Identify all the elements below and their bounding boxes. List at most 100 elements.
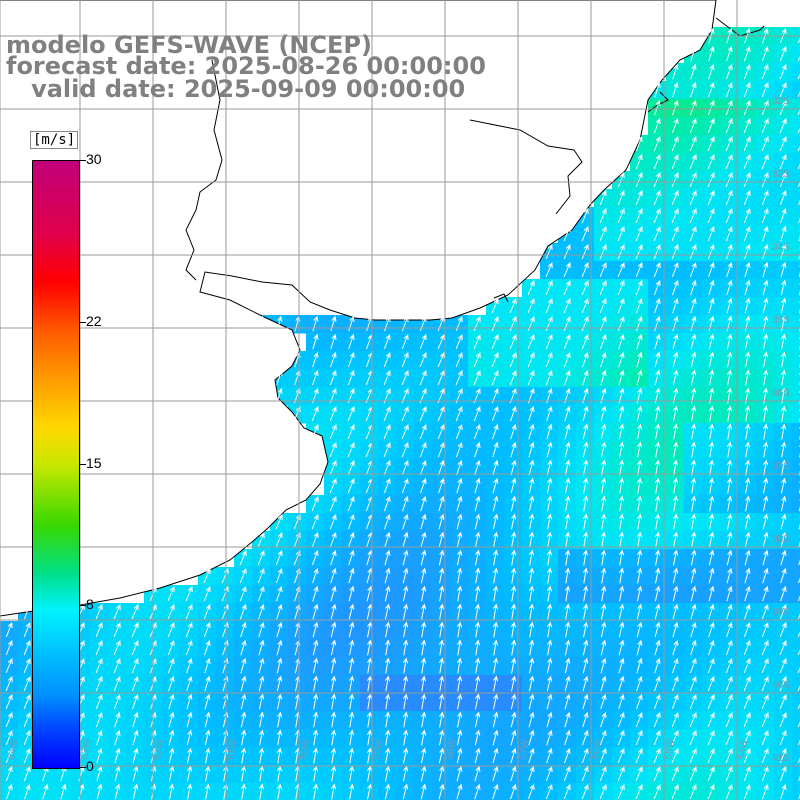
- wind-arrow: [563, 225, 571, 242]
- wind-arrow: [492, 639, 499, 656]
- wind-arrow: [709, 513, 715, 530]
- wind-arrow: [258, 621, 265, 638]
- wind-arrow: [221, 603, 229, 620]
- wind-arrow: [618, 369, 625, 386]
- wind-arrow: [708, 441, 715, 458]
- wind-arrow: [600, 405, 607, 422]
- wind-arrow: [275, 514, 283, 530]
- wind-arrow: [617, 784, 625, 800]
- wind-arrow: [258, 639, 265, 656]
- wind-arrow: [672, 441, 679, 458]
- wind-arrow: [132, 747, 139, 764]
- wind-arrow: [168, 693, 175, 710]
- wind-arrow: [582, 513, 589, 530]
- wind-arrow: [761, 154, 769, 170]
- wind-arrow: [419, 406, 427, 422]
- wind-arrow: [743, 172, 751, 188]
- wind-arrow: [276, 675, 283, 692]
- wind-arrow: [167, 657, 175, 674]
- wind-arrow: [797, 139, 800, 152]
- wind-arrow: [312, 315, 319, 332]
- wind-arrow: [654, 333, 661, 350]
- wind-arrow: [312, 711, 319, 728]
- wind-arrow: [636, 513, 643, 530]
- wind-arrow: [438, 693, 445, 710]
- wind-arrow: [689, 225, 697, 242]
- wind-arrow: [330, 783, 337, 800]
- wind-arrow: [581, 226, 589, 242]
- wind-arrow: [564, 459, 571, 476]
- wind-arrow: [743, 694, 751, 710]
- wind-arrow: [797, 67, 800, 80]
- wind-arrow: [762, 459, 769, 476]
- wind-arrow: [582, 423, 589, 440]
- wind-arrow: [204, 693, 211, 710]
- wind-arrow: [276, 711, 283, 728]
- wind-arrow: [780, 585, 787, 602]
- wind-arrow: [671, 784, 679, 800]
- speed-cell: [792, 225, 800, 244]
- wind-arrow: [726, 621, 733, 638]
- wind-arrow: [617, 262, 625, 278]
- wind-arrow: [600, 567, 607, 584]
- wind-arrow: [419, 315, 427, 332]
- wind-arrow: [689, 675, 697, 692]
- wind-arrow: [671, 154, 679, 170]
- wind-arrow: [671, 766, 679, 782]
- wind-arrow: [383, 477, 391, 494]
- wind-arrow: [95, 675, 103, 692]
- wind-arrow: [311, 513, 319, 530]
- wind-arrow: [563, 298, 571, 314]
- wind-arrow: [797, 607, 800, 620]
- wind-arrow: [401, 477, 409, 494]
- wind-arrow: [23, 658, 31, 674]
- wind-arrow: [204, 711, 211, 728]
- wind-arrow: [725, 63, 733, 80]
- wind-arrow: [510, 621, 517, 638]
- wind-arrow: [617, 711, 625, 728]
- wind-arrow: [456, 585, 463, 602]
- wind-arrow: [96, 765, 103, 782]
- speed-cell: [792, 531, 800, 550]
- speed-cell: [792, 693, 800, 712]
- wind-arrow: [744, 459, 751, 476]
- wind-arrow: [599, 784, 607, 800]
- wind-arrow: [420, 747, 427, 764]
- wind-arrow: [636, 693, 643, 710]
- wind-arrow: [60, 783, 67, 800]
- wind-arrow: [95, 604, 103, 620]
- wind-arrow: [744, 441, 751, 458]
- wind-arrow: [329, 495, 337, 512]
- wind-arrow: [618, 423, 625, 440]
- wind-arrow: [420, 621, 427, 638]
- wind-arrow: [510, 765, 517, 782]
- wind-arrow: [780, 495, 787, 512]
- wind-arrow: [617, 171, 625, 188]
- wind-arrow: [564, 549, 571, 566]
- wind-arrow: [690, 315, 697, 332]
- wind-arrow: [437, 441, 445, 458]
- wind-arrow: [132, 783, 139, 800]
- speed-cell: [792, 711, 800, 730]
- wind-arrow: [275, 567, 283, 584]
- wind-arrow: [726, 297, 733, 314]
- wind-arrow: [779, 676, 787, 692]
- wind-arrow: [312, 693, 319, 710]
- wind-arrow: [185, 586, 193, 602]
- wind-arrow: [239, 567, 247, 584]
- wind-arrow: [743, 63, 751, 80]
- wind-arrow: [600, 585, 607, 602]
- wind-arrow: [510, 747, 517, 764]
- speed-cell: [792, 675, 800, 694]
- wind-arrow: [581, 244, 589, 260]
- wind-arrow: [456, 657, 463, 674]
- wind-arrow: [402, 621, 409, 638]
- wind-arrow: [707, 190, 715, 206]
- wind-arrow: [527, 298, 535, 314]
- wind-arrow: [780, 333, 787, 350]
- wind-arrow: [493, 675, 499, 692]
- wind-arrow: [419, 333, 427, 350]
- wind-arrow: [707, 117, 715, 134]
- wind-arrow: [402, 585, 409, 602]
